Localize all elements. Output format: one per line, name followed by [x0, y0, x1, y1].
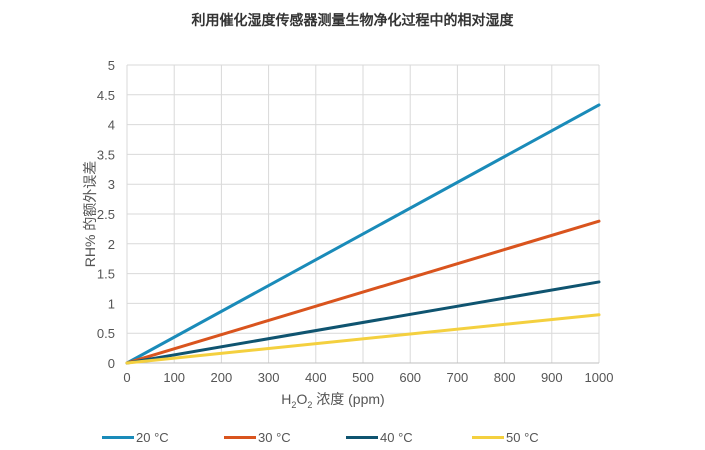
x-tick-label: 800 — [494, 370, 516, 385]
series-line-30c — [125, 219, 601, 365]
grid — [126, 64, 600, 364]
legend-label: 50 °C — [506, 430, 539, 445]
x-tick-label: 900 — [541, 370, 563, 385]
x-axis-label: H2O2 浓度 (ppm) — [281, 391, 384, 410]
legend-label: 20 °C — [136, 430, 169, 445]
x-tick-label: 0 — [123, 370, 130, 385]
x-tick-label: 700 — [447, 370, 469, 385]
y-tick-label: 3 — [108, 177, 115, 192]
series-line-50c — [125, 313, 601, 365]
legend-item: 30 °C — [224, 430, 291, 445]
y-tick-label: 4.5 — [97, 88, 115, 103]
y-tick-label: 5 — [108, 58, 115, 73]
y-tick-label: 2 — [108, 237, 115, 252]
y-tick-label: 2.5 — [97, 207, 115, 222]
x-tick-label: 100 — [163, 370, 185, 385]
legend-item: 50 °C — [472, 430, 539, 445]
x-tick-label: 600 — [399, 370, 421, 385]
legend-label: 30 °C — [258, 430, 291, 445]
y-tick-label: 1.5 — [97, 267, 115, 282]
y-tick-label: 4 — [108, 118, 115, 133]
x-tick-label: 1000 — [585, 370, 614, 385]
y-axis-label: RH% 的额外误差 — [82, 161, 98, 268]
x-tick-label: 300 — [258, 370, 280, 385]
x-tick-label: 400 — [305, 370, 327, 385]
y-tick-label: 1 — [108, 296, 115, 311]
legend-item: 20 °C — [102, 430, 169, 445]
series-line-40c — [125, 280, 601, 365]
chart-title: 利用催化湿度传感器测量生物净化过程中的相对湿度 — [191, 13, 514, 29]
legend-swatch — [472, 436, 504, 439]
series-line-20c — [125, 103, 601, 365]
legend-item: 40 °C — [346, 430, 413, 445]
legend: 20 °C 30 °C 40 °C 50 °C — [102, 430, 622, 446]
legend-swatch — [224, 436, 256, 439]
y-tick-label: 0.5 — [97, 326, 115, 341]
x-tick-label: 200 — [211, 370, 233, 385]
legend-swatch — [102, 436, 134, 439]
x-tick-label: 500 — [352, 370, 374, 385]
tick-labels: 0 100 200 300 400 500 600 700 800 900 1000 0 0.5 1 1.5… — [97, 58, 614, 385]
legend-swatch — [346, 436, 378, 439]
y-tick-label: 0 — [108, 356, 115, 371]
y-tick-label: 3.5 — [97, 147, 115, 162]
series-lines — [125, 103, 601, 365]
legend-label: 40 °C — [380, 430, 413, 445]
